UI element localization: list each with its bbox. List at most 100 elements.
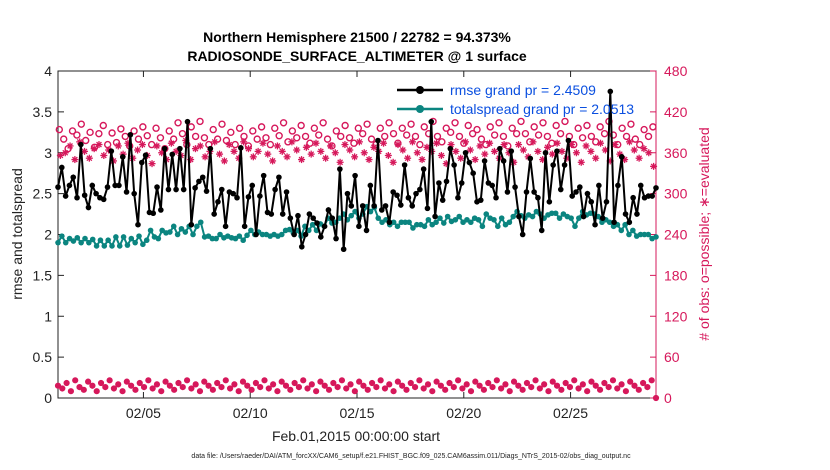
obs-possible-point <box>257 123 266 131</box>
rmse-point <box>131 190 137 197</box>
obs-possible-point <box>266 140 275 149</box>
rmse-point <box>142 152 149 159</box>
totalspread-point <box>390 219 397 226</box>
obs-evaluated-point <box>399 146 407 154</box>
rmse-point <box>401 162 408 168</box>
totalspread-point <box>637 231 644 238</box>
obs-low-point <box>218 384 225 391</box>
obs-possible-point <box>508 124 516 132</box>
obs-low-point <box>343 385 350 392</box>
obs-possible-point <box>578 134 587 142</box>
totalspread-point <box>240 237 246 244</box>
totalspread-point <box>452 216 459 223</box>
obs-low-point <box>300 377 307 384</box>
obs-low-point <box>244 382 251 389</box>
rmse-point <box>260 172 267 179</box>
obs-low-point <box>115 381 122 388</box>
obs-low-point <box>179 384 186 391</box>
obs-possible-point <box>77 120 86 128</box>
obs-low-point <box>489 384 496 391</box>
y-right-tick-label: 240 <box>664 227 688 243</box>
obs-possible-point <box>596 123 604 131</box>
obs-possible-point <box>297 121 305 130</box>
obs-low-point <box>201 378 208 385</box>
obs-low-point <box>338 377 346 384</box>
totalspread-point <box>414 221 420 228</box>
obs-possible-point <box>644 132 653 141</box>
obs-low-point <box>334 384 341 391</box>
totalspread-point <box>606 219 613 226</box>
obs-low-point <box>463 381 470 388</box>
obs-evaluated-point <box>597 139 605 147</box>
obs-evaluated-point <box>346 146 354 154</box>
obs-evaluated-point <box>577 158 585 166</box>
totalspread-point <box>143 237 150 244</box>
obs-low-point <box>480 386 488 393</box>
obs-low-point <box>89 382 96 389</box>
y-right-tick-label: 120 <box>664 308 688 324</box>
obs-possible-point <box>323 135 332 143</box>
obs-evaluated-point <box>201 153 209 161</box>
obs-evaluated-point <box>230 147 238 155</box>
totalspread-point <box>398 219 405 226</box>
obs-evaluated-point <box>273 142 281 150</box>
obs-possible-point <box>416 140 424 149</box>
rmse-point <box>519 231 526 238</box>
totalspread-point <box>375 215 382 221</box>
rmse-point <box>535 194 541 201</box>
obs-low-point <box>265 385 272 392</box>
obs-possible-point <box>60 135 68 143</box>
totalspread-point <box>475 216 482 223</box>
rmse-point <box>333 235 339 242</box>
obs-low-point <box>596 386 604 393</box>
obs-low-point <box>368 379 376 387</box>
obs-low-point <box>128 382 135 389</box>
x-tick-label: 02/20 <box>446 405 481 421</box>
rmse-point <box>249 182 256 189</box>
obs-evaluated-point <box>220 157 228 165</box>
rmse-point <box>238 145 244 151</box>
obs-possible-point <box>156 134 165 142</box>
totalspread-point <box>444 213 451 220</box>
totalspread-point <box>86 239 92 246</box>
obs-low-point <box>226 385 234 392</box>
totalspread-point <box>128 235 135 242</box>
obs-possible-point <box>649 123 657 131</box>
totalspread-point <box>498 215 505 221</box>
rmse-point <box>367 182 374 189</box>
rmse-point <box>527 155 534 162</box>
totalspread-point <box>124 242 131 248</box>
rmse-point <box>306 211 313 217</box>
obs-possible-point <box>319 119 327 127</box>
totalspread-point <box>59 233 65 239</box>
obs-low-point <box>536 385 543 392</box>
chart-subtitle: RADIOSONDE_SURFACE_ALTIMETER @ 1 surface <box>187 48 527 64</box>
obs-low-point <box>132 386 139 393</box>
obs-possible-point <box>556 129 565 138</box>
obs-low-point <box>282 382 290 389</box>
obs-possible-point <box>420 123 428 131</box>
obs-low-point <box>523 379 531 387</box>
totalspread-point <box>97 237 104 244</box>
rmse-point <box>451 162 457 168</box>
obs-possible-point <box>398 124 406 132</box>
totalspread-point <box>433 219 439 226</box>
obs-possible-point <box>402 131 411 139</box>
obs-evaluated-point <box>490 147 498 155</box>
obs-possible-point <box>367 135 376 143</box>
obs-possible-point <box>152 124 160 132</box>
rmse-point <box>165 186 172 193</box>
obs-low-point <box>506 388 513 395</box>
obs-possible-point <box>433 132 442 141</box>
totalspread-point <box>190 231 196 238</box>
obs-possible-point <box>68 127 77 135</box>
rmse-point <box>436 180 442 186</box>
rmse-point <box>615 182 621 189</box>
obs-low-point <box>278 378 285 385</box>
rmse-point <box>310 215 316 221</box>
obs-low-point <box>545 388 552 395</box>
legend-spread-marker <box>416 105 424 113</box>
obs-evaluated-point <box>100 151 108 159</box>
rmse-point <box>70 174 77 181</box>
rmse-point <box>508 148 515 154</box>
